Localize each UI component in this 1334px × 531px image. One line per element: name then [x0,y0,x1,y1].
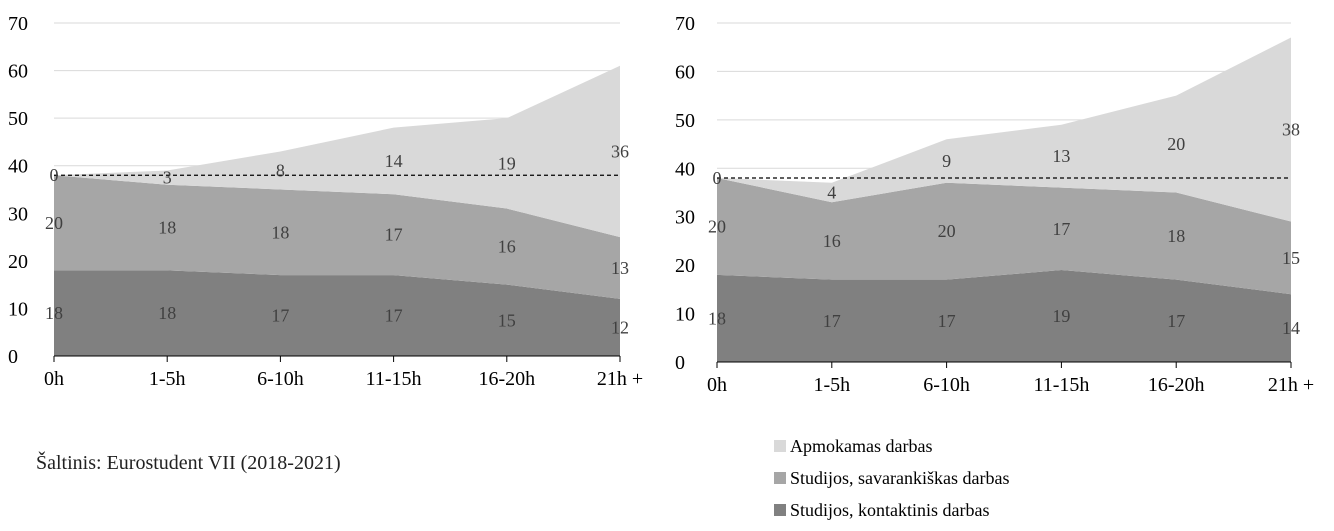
x-tick-label: 16-20h [478,368,535,390]
legend-item-kontaktinis: Studijos, kontaktinis darbas [774,494,1009,526]
x-tick-label: 6-10h [257,368,304,390]
area-savarankiskas [717,177,1291,295]
data-label-apmokamas: 0 [50,165,59,185]
data-label-kontaktinis: 17 [823,311,841,331]
data-label-apmokamas: 38 [1282,120,1300,140]
y-tick-label: 50 [675,110,695,132]
x-tick-label: 11-15h [366,368,422,390]
data-label-savarankiskas: 18 [158,218,176,238]
data-label-apmokamas: 20 [1167,134,1185,154]
data-label-kontaktinis: 18 [158,303,176,323]
x-tick-label: 21h + [1268,374,1314,396]
data-label-savarankiskas: 17 [385,225,403,245]
x-tick-label: 11-15h [1033,374,1089,396]
y-tick-label: 40 [675,158,695,180]
data-label-apmokamas: 13 [1052,146,1070,166]
legend-swatch-kontaktinis [774,504,786,516]
x-tick-label: 16-20h [1148,374,1205,396]
x-tick-label: 6-10h [923,374,970,396]
legend-label-savarankiskas: Studijos, savarankiškas darbas [790,467,1010,488]
data-label-savarankiskas: 17 [1052,219,1070,239]
x-tick-label: 21h + [597,368,643,390]
data-label-kontaktinis: 17 [938,311,956,331]
data-label-kontaktinis: 17 [271,306,289,326]
area-kontaktinis [54,270,620,356]
area-kontaktinis [717,269,1291,362]
x-tick-label: 1-5h [149,368,186,390]
x-tick-label: 1-5h [813,374,850,396]
y-tick-label: 10 [675,304,695,326]
y-tick-label: 50 [8,108,28,130]
data-label-apmokamas: 0 [713,168,722,188]
data-label-savarankiskas: 20 [938,221,956,241]
y-tick-label: 70 [675,13,695,35]
legend-swatch-apmokamas [774,440,786,452]
data-label-kontaktinis: 14 [1282,318,1300,338]
y-tick-label: 20 [675,255,695,277]
legend-swatch-savarankiskas [774,472,786,484]
y-tick-label: 30 [675,207,695,229]
y-tick-label: 40 [8,156,28,178]
y-tick-label: 0 [675,352,685,374]
area-apmokamas [717,37,1291,222]
data-label-savarankiskas: 16 [823,231,841,251]
data-label-apmokamas: 9 [942,151,951,171]
data-label-savarankiskas: 13 [611,258,629,278]
data-label-apmokamas: 8 [276,160,285,180]
y-tick-label: 30 [8,203,28,225]
data-label-kontaktinis: 19 [1052,306,1070,326]
data-label-savarankiskas: 20 [45,213,63,233]
x-tick-label: 0h [707,374,727,396]
data-label-kontaktinis: 18 [45,303,63,323]
data-label-kontaktinis: 17 [1167,311,1185,331]
x-tick-label: 0h [44,368,64,390]
data-label-savarankiskas: 18 [1167,226,1185,246]
data-label-apmokamas: 19 [498,153,516,173]
y-tick-label: 70 [8,13,28,35]
y-tick-label: 10 [8,298,28,320]
chart-left: 0h 1-5h 6-10h 11-15h 16-20h 21h +010203040506… [8,13,643,390]
area-apmokamas [54,65,620,238]
data-label-kontaktinis: 18 [708,308,726,328]
legend-item-apmokamas: Apmokamas darbas [774,430,1009,462]
data-label-savarankiskas: 18 [271,222,289,242]
area-savarankiskas [54,175,620,299]
data-label-apmokamas: 14 [385,151,403,171]
chart-right: 0h 1-5h 6-10h 11-15h 16-20h 21h +010203040506… [675,13,1314,396]
legend: Apmokamas darbas Studijos, savarankiškas… [774,430,1009,526]
data-label-kontaktinis: 15 [498,310,516,330]
legend-label-apmokamas: Apmokamas darbas [790,435,933,456]
y-tick-label: 0 [8,346,18,368]
data-label-kontaktinis: 17 [385,306,403,326]
y-tick-label: 60 [675,61,695,83]
data-label-savarankiskas: 16 [498,237,516,257]
legend-item-savarankiskas: Studijos, savarankiškas darbas [774,462,1009,494]
data-label-apmokamas: 36 [611,141,629,161]
y-tick-label: 60 [8,61,28,83]
data-label-savarankiskas: 15 [1282,248,1300,268]
legend-label-kontaktinis: Studijos, kontaktinis darbas [790,499,990,520]
source-note: Šaltinis: Eurostudent VII (2018-2021) [36,452,341,474]
data-label-apmokamas: 4 [827,183,836,203]
data-label-apmokamas: 3 [163,168,172,188]
data-label-kontaktinis: 12 [611,317,629,337]
y-tick-label: 20 [8,251,28,273]
data-label-savarankiskas: 20 [708,216,726,236]
